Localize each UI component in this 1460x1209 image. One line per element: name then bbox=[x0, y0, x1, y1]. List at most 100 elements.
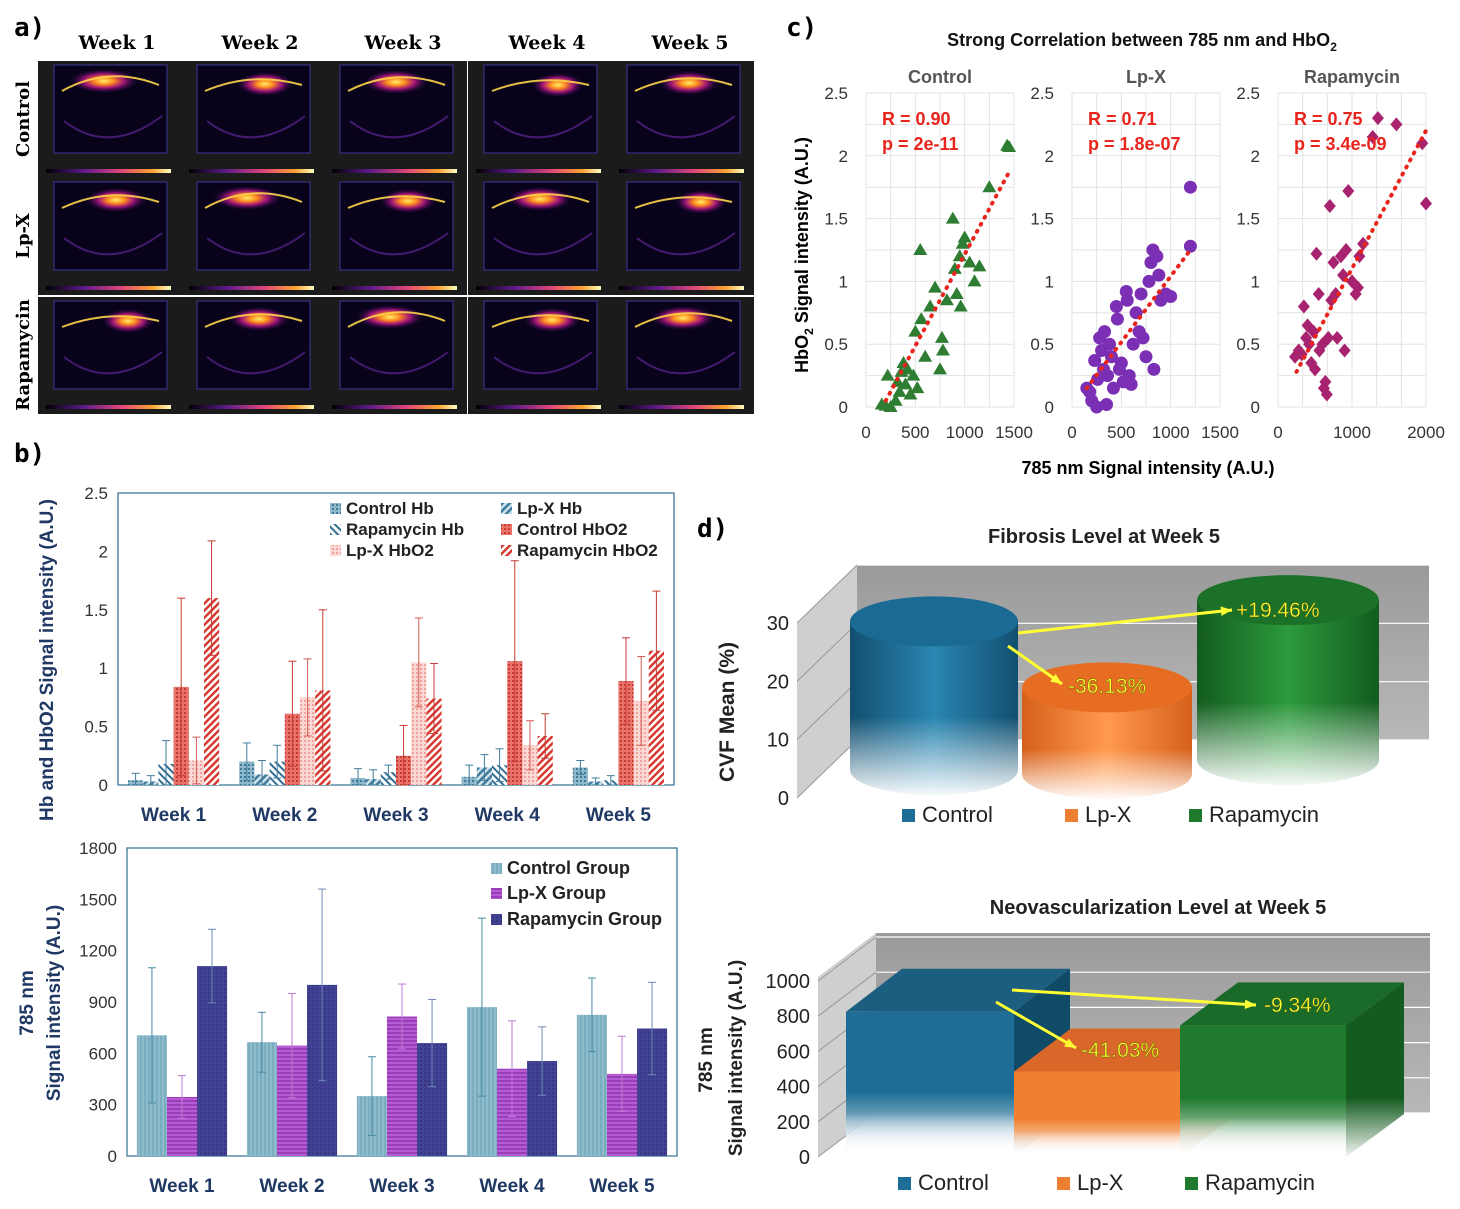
colorbar bbox=[332, 405, 457, 409]
y-tick-label: 900 bbox=[89, 993, 117, 1012]
y-tick-label: 400 bbox=[777, 1077, 810, 1099]
data-point bbox=[982, 180, 997, 193]
signal-hotspot bbox=[364, 70, 428, 94]
week-header-2: Week 2 bbox=[221, 32, 299, 54]
y-axis-label: HbO2 Signal intensity (A.U.) bbox=[792, 137, 816, 373]
legend-swatch bbox=[501, 503, 512, 514]
data-point bbox=[1312, 286, 1325, 301]
y-tick-label: 0 bbox=[99, 776, 108, 795]
data-point bbox=[1329, 286, 1342, 301]
side-wall bbox=[797, 565, 857, 798]
oct-image-lp-x-week2 bbox=[181, 178, 324, 295]
data-point bbox=[1342, 183, 1355, 198]
bar-top bbox=[1180, 982, 1404, 1026]
signal-hotspot bbox=[356, 305, 424, 329]
change-arrow bbox=[995, 1000, 1077, 1050]
data-point bbox=[1327, 255, 1340, 270]
data-point bbox=[1120, 293, 1134, 307]
gridline bbox=[817, 936, 877, 982]
change-arrow bbox=[1017, 608, 1233, 635]
panel-label-b: b) bbox=[14, 439, 45, 469]
data-point bbox=[918, 349, 933, 362]
image-area bbox=[626, 300, 741, 390]
data-point bbox=[1136, 331, 1150, 345]
bar-lp-x-hbo2 bbox=[411, 662, 427, 785]
colorbar bbox=[46, 286, 171, 290]
data-point bbox=[955, 236, 970, 249]
gridline bbox=[817, 971, 877, 1017]
bar-fade bbox=[1197, 600, 1379, 785]
surface-curve bbox=[491, 79, 590, 92]
surface-curve bbox=[61, 315, 160, 328]
legend-swatch bbox=[491, 863, 502, 874]
y-tick-label: 300 bbox=[89, 1096, 117, 1115]
y-tick-label: 20 bbox=[767, 671, 789, 693]
colorbar bbox=[619, 286, 744, 290]
y-tick-label: 2.5 bbox=[1030, 84, 1054, 103]
data-point bbox=[906, 368, 921, 381]
correlation-r: R = 0.71 bbox=[1088, 109, 1157, 129]
y-tick-label: 1000 bbox=[766, 971, 811, 993]
legend-swatch bbox=[1189, 809, 1202, 822]
change-annotation: -36.13% bbox=[1068, 675, 1146, 698]
trend-line bbox=[1084, 248, 1193, 391]
data-point bbox=[892, 384, 907, 397]
bar-top bbox=[846, 968, 1070, 1012]
signal-hotspot bbox=[651, 306, 715, 330]
lens-curve bbox=[206, 351, 306, 375]
surface-curve bbox=[491, 314, 590, 328]
data-point bbox=[1183, 239, 1197, 253]
legend-label: Control Hb bbox=[346, 499, 434, 518]
y-tick-label: 2 bbox=[1045, 147, 1054, 166]
x-axis-label: 785 nm Signal intensity (A.U.) bbox=[1021, 458, 1274, 478]
y-tick-label: 0 bbox=[778, 788, 789, 810]
lens-curve bbox=[63, 115, 163, 139]
week-header-5: Week 5 bbox=[651, 32, 729, 54]
oct-image-rapamycin-week2 bbox=[181, 297, 324, 414]
surface-curve bbox=[634, 77, 733, 92]
data-point bbox=[949, 286, 964, 299]
change-annotation: -41.03% bbox=[1081, 1039, 1159, 1062]
oct-image-lp-x-week4 bbox=[468, 178, 611, 295]
data-point bbox=[945, 211, 960, 224]
y-axis-label: CVF Mean (%) bbox=[716, 642, 739, 782]
correlation-r: R = 0.90 bbox=[882, 109, 951, 129]
data-point bbox=[1366, 129, 1379, 144]
colorbar bbox=[189, 405, 314, 409]
data-point bbox=[967, 274, 982, 287]
surface-curve bbox=[61, 75, 160, 92]
arrow-head bbox=[1244, 999, 1256, 1009]
data-point bbox=[1126, 337, 1140, 351]
y-axis-label-line1: 785 nm bbox=[17, 970, 38, 1035]
correlation-p: p = 3.4e-09 bbox=[1294, 134, 1387, 154]
data-point bbox=[1091, 372, 1105, 386]
data-point bbox=[1319, 374, 1332, 389]
data-point bbox=[1351, 280, 1364, 295]
data-point bbox=[1303, 337, 1316, 352]
legend-swatch bbox=[902, 809, 915, 822]
data-point bbox=[957, 230, 972, 243]
x-tick-label: 0 bbox=[861, 423, 870, 442]
lens-curve bbox=[636, 351, 736, 375]
oct-image-control-week4 bbox=[468, 61, 611, 178]
bar-rapamycin-hbo2 bbox=[203, 598, 220, 785]
signal-hotspot bbox=[675, 190, 727, 214]
gridline bbox=[796, 739, 858, 799]
data-point bbox=[900, 362, 915, 375]
oct-image-control-week2 bbox=[181, 61, 324, 178]
surface-curve bbox=[204, 192, 303, 209]
data-point bbox=[1164, 289, 1178, 303]
data-point bbox=[880, 368, 895, 381]
fibrosis-3d-chart: Fibrosis Level at Week 5 CVF Mean (%) 0 1… bbox=[716, 526, 1429, 827]
oct-image-control-week3 bbox=[324, 61, 467, 178]
data-point bbox=[1134, 287, 1148, 301]
y-tick-label: 600 bbox=[777, 1041, 810, 1063]
week-header-4: Week 4 bbox=[508, 32, 586, 54]
data-point bbox=[898, 377, 913, 390]
correlation-scatter: Strong Correlation between 785 nm and Hb… bbox=[792, 30, 1445, 478]
x-tick-label: Week 3 bbox=[369, 1176, 434, 1197]
x-tick-label: 1000 bbox=[1152, 423, 1190, 442]
arrow-head bbox=[1064, 1038, 1076, 1048]
data-point bbox=[908, 324, 923, 337]
change-annotation: -9.34% bbox=[1264, 994, 1331, 1017]
